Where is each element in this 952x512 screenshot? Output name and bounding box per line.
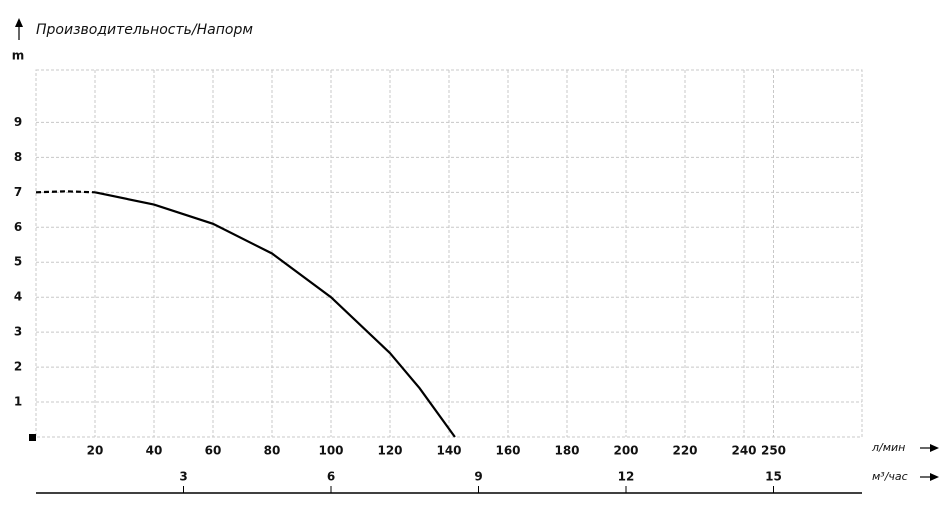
x-tick-label: 220 xyxy=(672,444,697,458)
x-tick-label: 240 xyxy=(731,444,756,458)
chart-title: Производительность/Напорм xyxy=(36,22,253,38)
x-tick-label: 180 xyxy=(554,444,579,458)
x-tick-label: 60 xyxy=(205,444,222,458)
x-tick-label: 250 xyxy=(761,444,786,458)
curve xyxy=(35,190,96,194)
x2-tick-label: 15 xyxy=(765,470,782,484)
y-unit: m xyxy=(12,49,25,63)
y-tick-label: 5 xyxy=(14,255,22,269)
y-tick-label: 1 xyxy=(14,395,22,409)
x-unit: л/мин xyxy=(871,441,905,454)
origin-marker xyxy=(29,434,36,441)
x-tick-label: 120 xyxy=(377,444,402,458)
x-tick-label: 200 xyxy=(613,444,638,458)
x2-tick-label: 9 xyxy=(474,470,482,484)
x2-arrow-head xyxy=(930,473,939,481)
x2-tick-label: 3 xyxy=(179,470,187,484)
y-arrow-head xyxy=(15,18,23,27)
x2-tick-label: 6 xyxy=(327,470,335,484)
x-tick-label: 80 xyxy=(264,444,281,458)
x-tick-label: 40 xyxy=(146,444,163,458)
x-tick-label: 140 xyxy=(436,444,461,458)
x2-unit: м³/час xyxy=(872,470,908,483)
y-tick-label: 7 xyxy=(14,185,22,199)
y-tick-label: 4 xyxy=(14,290,22,304)
x2-tick-label: 12 xyxy=(618,470,635,484)
y-tick-label: 6 xyxy=(14,220,22,234)
x-arrow-head xyxy=(930,444,939,452)
y-tick-label: 8 xyxy=(14,150,22,164)
x-tick-label: 160 xyxy=(495,444,520,458)
x-tick-label: 20 xyxy=(87,444,104,458)
x-tick-label: 100 xyxy=(318,444,343,458)
y-tick-label: 9 xyxy=(14,115,22,129)
y-tick-label: 3 xyxy=(14,325,22,339)
y-tick-label: 2 xyxy=(14,360,22,374)
curve xyxy=(94,191,456,438)
